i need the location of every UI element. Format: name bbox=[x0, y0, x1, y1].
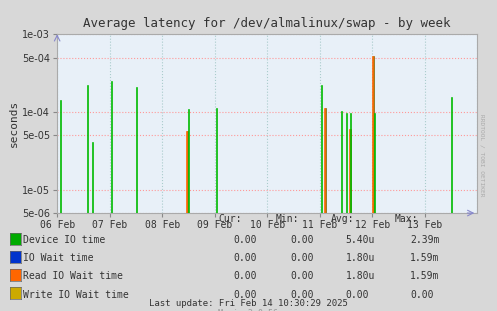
Text: Write IO Wait time: Write IO Wait time bbox=[23, 290, 129, 299]
Text: 0.00: 0.00 bbox=[234, 235, 257, 245]
Text: Read IO Wait time: Read IO Wait time bbox=[23, 272, 123, 281]
Text: Device IO time: Device IO time bbox=[23, 235, 105, 245]
Text: 0.00: 0.00 bbox=[234, 272, 257, 281]
Text: 0.00: 0.00 bbox=[234, 253, 257, 263]
Text: Min:: Min: bbox=[276, 214, 299, 224]
Text: 1.80u: 1.80u bbox=[345, 253, 375, 263]
Text: 0.00: 0.00 bbox=[291, 272, 314, 281]
Text: 1.80u: 1.80u bbox=[345, 272, 375, 281]
Text: Munin 2.0.56: Munin 2.0.56 bbox=[219, 309, 278, 311]
Text: 0.00: 0.00 bbox=[291, 290, 314, 299]
Text: IO Wait time: IO Wait time bbox=[23, 253, 94, 263]
Text: Cur:: Cur: bbox=[219, 214, 242, 224]
Text: Avg:: Avg: bbox=[331, 214, 354, 224]
Text: 2.39m: 2.39m bbox=[410, 235, 439, 245]
Text: 1.59m: 1.59m bbox=[410, 253, 439, 263]
Text: Last update: Fri Feb 14 10:30:29 2025: Last update: Fri Feb 14 10:30:29 2025 bbox=[149, 299, 348, 308]
Text: 1.59m: 1.59m bbox=[410, 272, 439, 281]
Text: 0.00: 0.00 bbox=[291, 235, 314, 245]
Text: RRDTOOL / TOBI OETIKER: RRDTOOL / TOBI OETIKER bbox=[480, 114, 485, 197]
Text: 0.00: 0.00 bbox=[410, 290, 433, 299]
Text: Max:: Max: bbox=[395, 214, 418, 224]
Text: 5.40u: 5.40u bbox=[345, 235, 375, 245]
Y-axis label: seconds: seconds bbox=[9, 100, 19, 147]
Title: Average latency for /dev/almalinux/swap - by week: Average latency for /dev/almalinux/swap … bbox=[83, 17, 451, 30]
Text: 0.00: 0.00 bbox=[345, 290, 369, 299]
Text: 0.00: 0.00 bbox=[291, 253, 314, 263]
Text: 0.00: 0.00 bbox=[234, 290, 257, 299]
